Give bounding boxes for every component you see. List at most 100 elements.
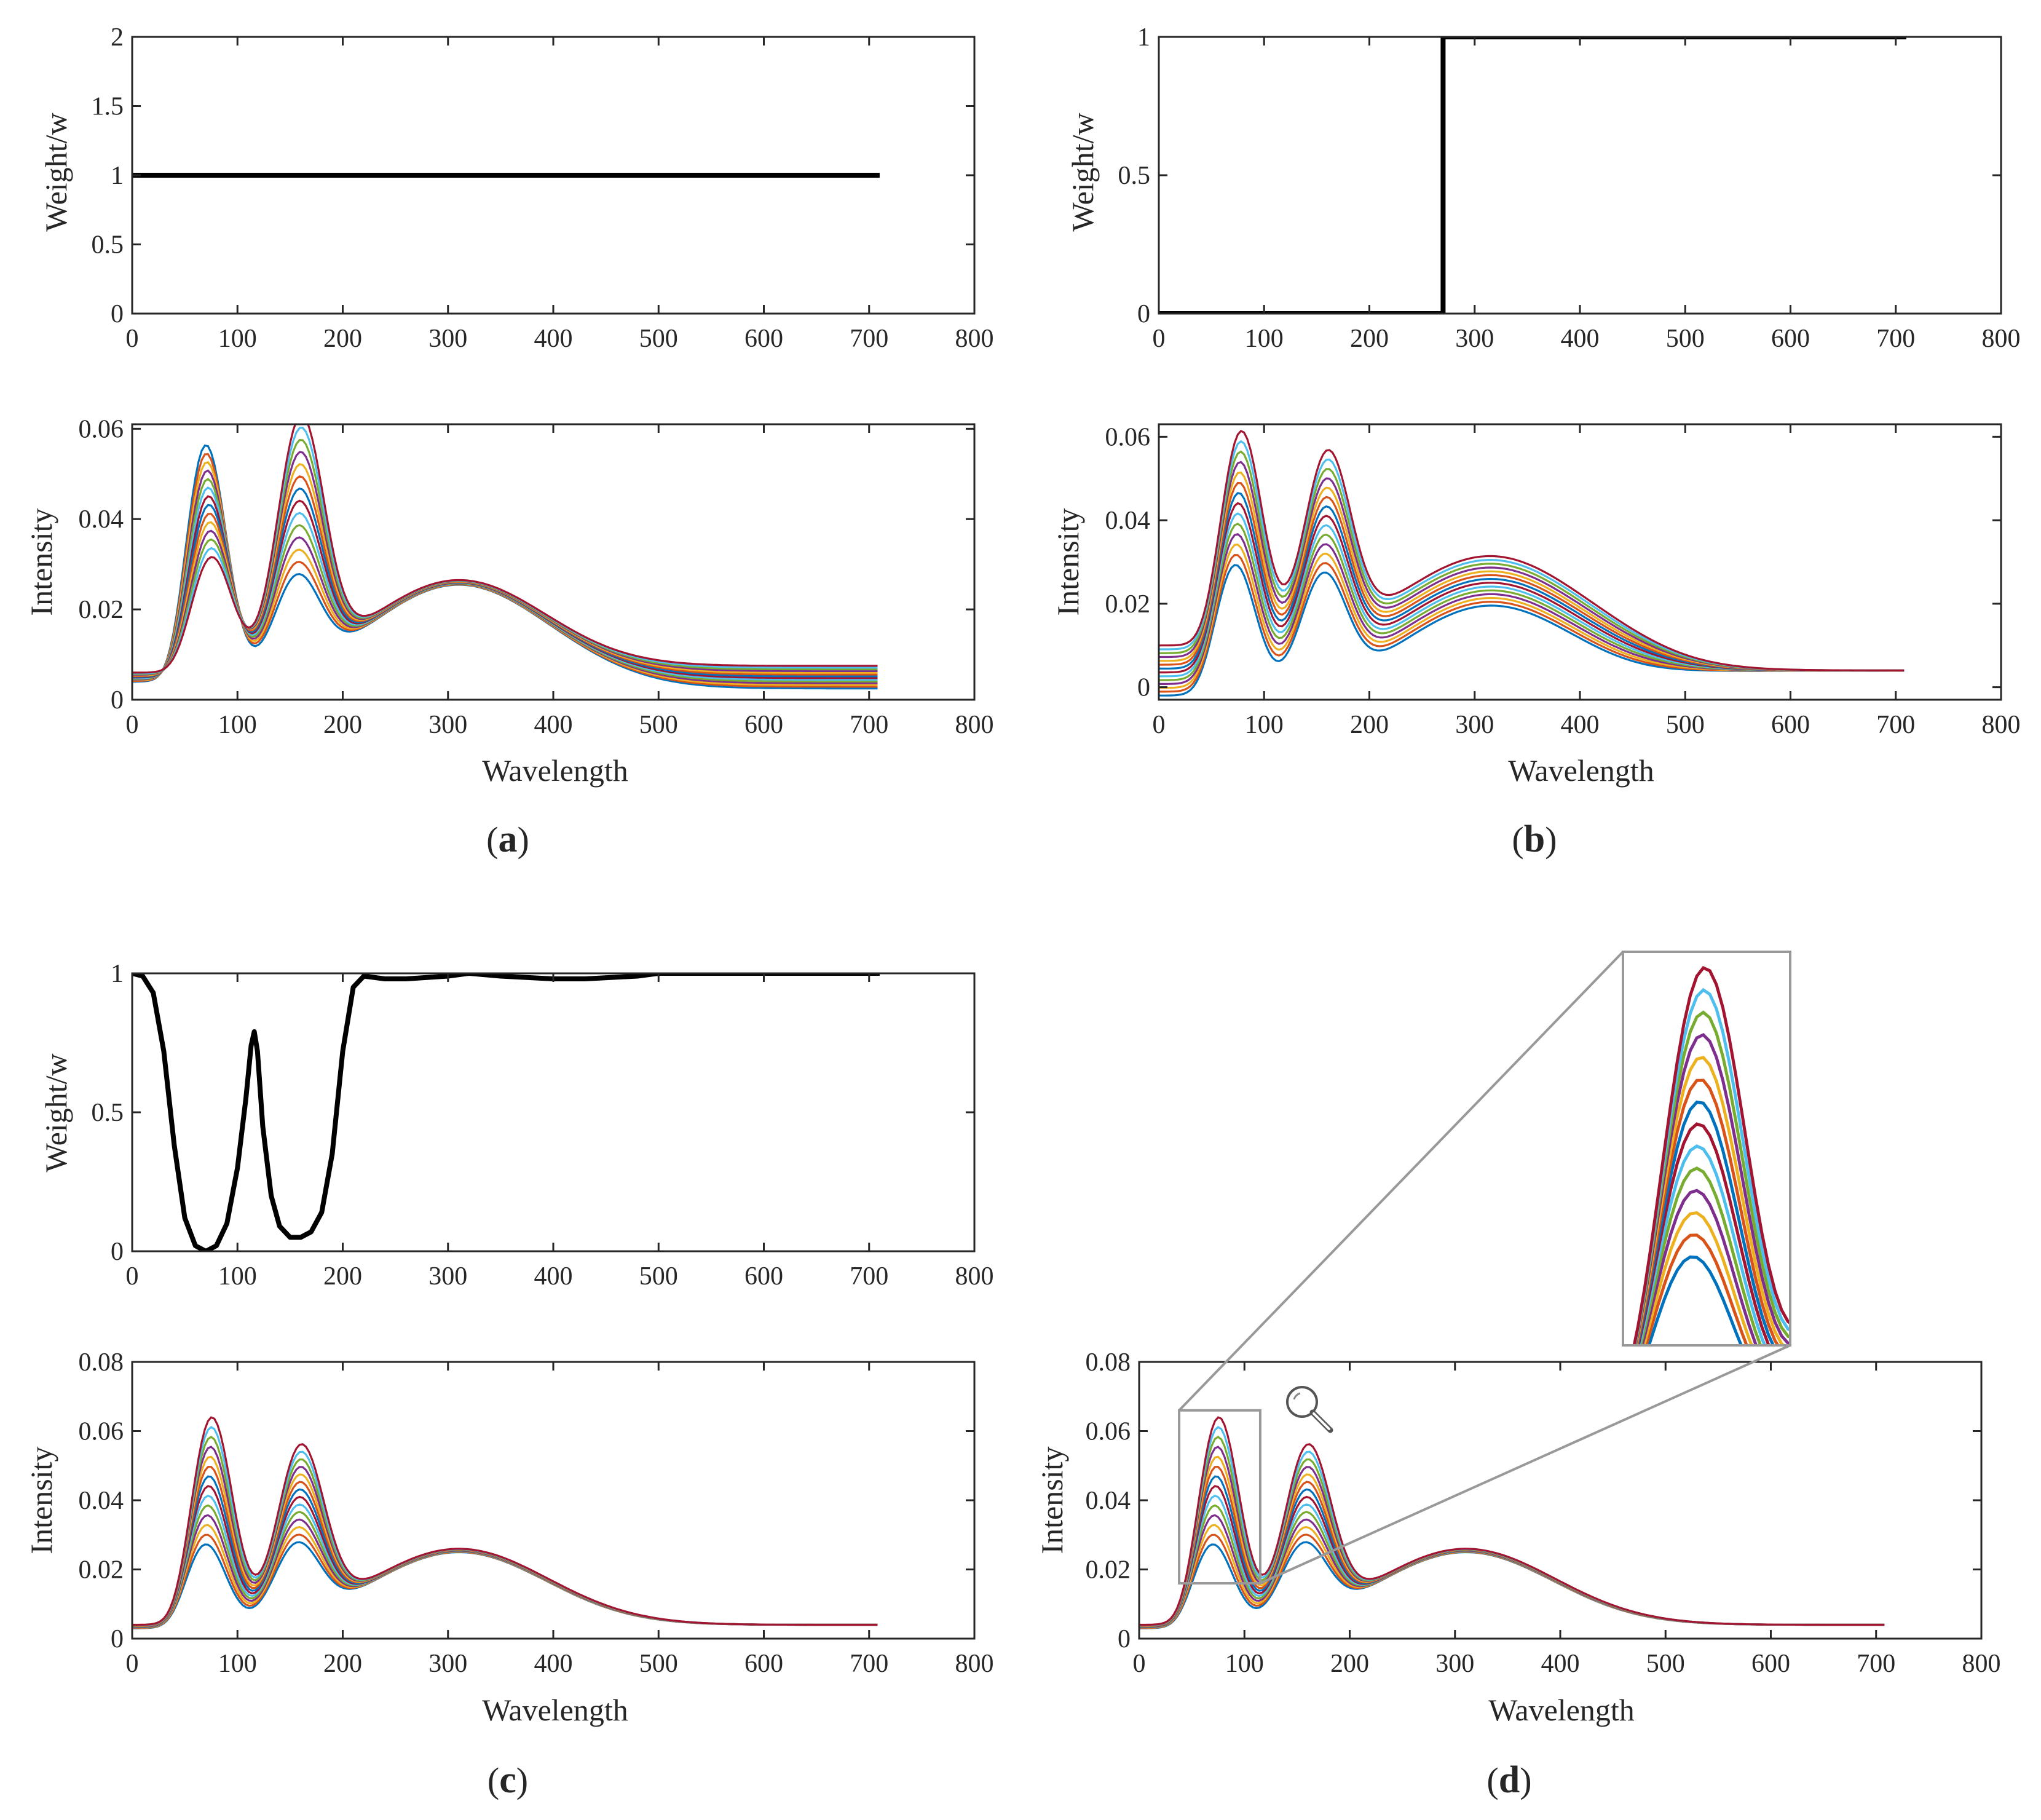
panel-label-d: (d) [1486,1759,1531,1801]
axes-frame [1158,423,2002,701]
plot-area-c-intensity: 0 100 200 300 400 500 600 700 800 0 0.02 0.04 0.06 0.… [79,1348,994,1678]
chart-a-weight: 0 100 200 300 400 500 600 700 800 0 0.5 1 1.5 2 Weigh… [39,23,994,353]
x-tick-label: 800 [1982,325,2021,353]
weight-line [132,973,880,1251]
x-tick-label: 800 [1982,711,2021,739]
panel-label-c-close: ) [516,1760,528,1800]
zoom-connector [1178,951,1624,1412]
panel-d: 0 100 200 300 400 500 600 700 800 0 0.02 0.04 0.06 0.… [1035,951,2001,1801]
x-tick-label: 200 [323,711,362,739]
x-tick-label: 700 [850,711,888,739]
spectrum-line [132,475,878,678]
y-tick-label: 0.5 [92,231,124,259]
panel-label-d-letter: d [1499,1759,1520,1801]
panel-label-c-letter: c [499,1759,516,1801]
plot-area-a-intensity: 0 100 200 300 400 500 600 700 800 0 0.02 0.04 0.06 [79,415,994,739]
x-tick-label: 0 [1153,711,1166,739]
a-intensity-ylabel: Intensity [24,508,58,616]
y-tick-label: 0.04 [79,505,124,534]
y-tick-label: 0.04 [1105,507,1151,535]
x-tick-label: 200 [323,1650,362,1678]
y-tick-label: 0.08 [79,1348,124,1377]
spectrum-line [132,461,878,686]
c-weight-ylabel: Weight/w [39,1053,73,1172]
spectrum-line [132,444,878,690]
x-tick-label: 0 [126,1650,139,1678]
a-weight-ylabel: Weight/w [39,113,73,231]
b-intensity-xlabel: Wavelength [1508,753,1654,788]
series-group [132,424,878,690]
x-tick-label: 600 [1771,325,1810,353]
x-tick-label: 300 [428,711,467,739]
x-tick-label: 400 [534,325,573,353]
spectrum-line [132,487,878,678]
spectrum-line [132,427,878,675]
plot-area-a-weight: 0 100 200 300 400 500 600 700 800 0 0.5 1 1.5 2 [92,23,994,353]
spectrum-line [1139,1416,1885,1626]
spectrum-line [132,478,878,682]
y-tick-label: 0.06 [79,1418,124,1446]
x-tick-label: 100 [1245,711,1284,739]
x-tick-label: 600 [1771,711,1810,739]
spectrum-line [132,495,878,679]
x-tick-label: 300 [428,325,467,353]
series-group [1159,430,1905,697]
spectrum-line [132,424,878,674]
x-tick-label: 300 [428,1262,467,1291]
x-tick-label: 0 [126,325,139,353]
zoom-inset [1178,951,1791,1585]
panel-label-d-open: ( [1486,1760,1498,1800]
axes-frame [1158,36,2002,315]
x-tick-label: 800 [1962,1650,2001,1678]
zoom-source-box [1178,1409,1261,1585]
x-tick-label: 500 [639,1262,678,1291]
x-tick-label: 100 [1225,1650,1264,1678]
y-tick-label: 0.08 [1086,1348,1131,1377]
x-tick-label: 700 [850,325,888,353]
x-tick-label: 700 [1857,1650,1895,1678]
spectrum-line [132,486,878,681]
chart-b-intensity: 0 100 200 300 400 500 600 700 800 0 0.02 0.04 0.06 I… [1051,423,2021,788]
chart-b-weight: 0 100 200 300 400 500 600 700 800 0 0.5 1 Weight/w [1065,23,2021,353]
spectrum-line [1159,430,1905,671]
chart-a-intensity: 0 100 200 300 400 500 600 700 800 0 0.02 0.04 0.06 I… [24,415,994,788]
x-tick-label: 500 [639,325,678,353]
x-tick-label: 300 [1455,711,1494,739]
plot-area-d-intensity: 0 100 200 300 400 500 600 700 800 0 0.02 0.04 0.06 0.… [1086,1348,2001,1678]
panel-label-a-open: ( [486,820,498,860]
x-tick-label: 0 [1133,1650,1146,1678]
spectrum-line [132,469,878,684]
d-intensity-ylabel: Intensity [1035,1447,1069,1554]
y-tick-label: 0.04 [1086,1487,1131,1515]
y-tick-label: 0.02 [79,1556,124,1585]
x-tick-label: 400 [534,1262,573,1291]
a-intensity-xlabel: Wavelength [482,753,628,788]
x-tick-label: 0 [126,711,139,739]
d-intensity-xlabel: Wavelength [1488,1693,1635,1727]
x-tick-label: 100 [218,1650,257,1678]
y-tick-label: 0 [1118,1625,1131,1653]
panel-label-a: (a) [486,818,529,860]
zoom-connector [1260,1344,1791,1585]
y-tick-label: 0 [1137,674,1150,702]
y-tick-label: 0.5 [92,1099,124,1127]
x-tick-label: 700 [850,1262,888,1291]
axes-frame [131,972,976,1252]
x-tick-label: 200 [1350,711,1389,739]
x-tick-label: 600 [1751,1650,1790,1678]
y-tick-label: 1 [111,162,124,190]
plot-area-c-weight: 0 100 200 300 400 500 600 700 800 0 0.5 1 [92,960,994,1291]
x-tick-label: 0 [1153,325,1166,353]
y-tick-label: 0.06 [79,415,124,443]
x-tick-label: 500 [1666,711,1705,739]
y-tick-label: 0.02 [1086,1556,1131,1585]
panel-label-a-letter: a [499,818,518,860]
series-group [132,1416,878,1629]
y-tick-label: 0 [111,1238,124,1266]
x-tick-label: 200 [1330,1650,1369,1678]
panel-label-b-letter: b [1524,818,1545,860]
y-tick-label: 1.5 [92,93,124,121]
panel-label-a-close: ) [518,820,529,860]
x-tick-label: 0 [126,1262,139,1291]
